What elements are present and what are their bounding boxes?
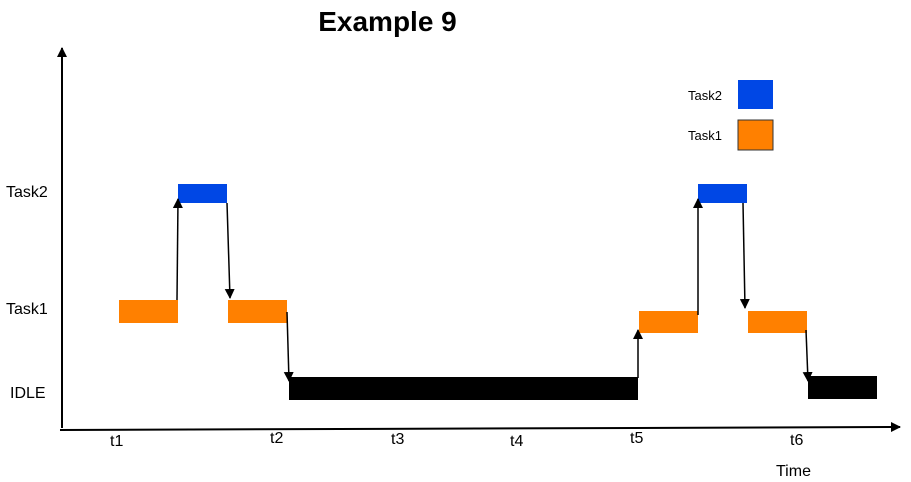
task1-block (228, 300, 287, 323)
x-label-t4: t4 (510, 433, 523, 450)
legend-swatch-task2 (738, 80, 773, 109)
legend-swatch-task1 (737, 119, 774, 151)
task2-block (178, 184, 227, 203)
y-label-task2: Task2 (6, 184, 48, 201)
legend-label-task2: Task2 (688, 88, 722, 103)
y-label-idle: IDLE (10, 385, 46, 402)
x-label-t2: t2 (270, 430, 283, 447)
time-axis-label: Time (776, 463, 811, 480)
idle-block (808, 376, 877, 399)
transition-arrow (739, 202, 750, 309)
transition-arrow (172, 198, 183, 301)
transition-arrow (802, 329, 813, 382)
task1-block (119, 300, 178, 323)
task1-block (639, 311, 698, 333)
x-label-t3: t3 (391, 431, 404, 448)
task2-block (698, 184, 747, 203)
x-label-t6: t6 (790, 432, 803, 449)
task1-block (748, 311, 807, 333)
transition-arrow (283, 311, 294, 382)
x-label-t1: t1 (110, 433, 123, 450)
idle-block (289, 377, 638, 400)
diagram-title: Example 9 (318, 6, 457, 37)
x-label-t5: t5 (630, 430, 643, 447)
x-axis (59, 422, 901, 433)
legend-label-task1: Task1 (688, 128, 722, 143)
y-label-task1: Task1 (6, 301, 48, 318)
transition-arrow (224, 202, 235, 299)
